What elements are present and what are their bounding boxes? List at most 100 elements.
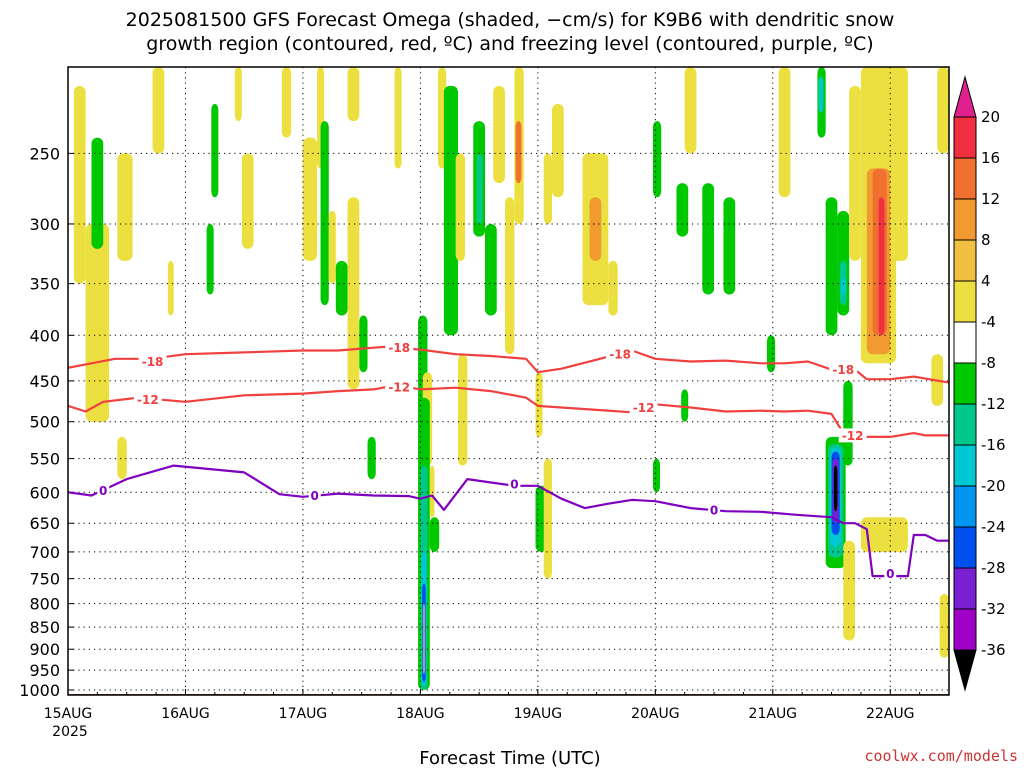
x-tick-label: 21AUG — [749, 706, 798, 722]
contour-label: 0 — [99, 484, 107, 498]
contour-label: -18 — [832, 363, 854, 377]
x-tick-label: 16AUG — [161, 706, 210, 722]
colorbar-tick-label: -16 — [981, 436, 1006, 454]
omega-shade-region — [543, 458, 552, 579]
omega-shade-region — [843, 380, 853, 466]
colorbar-tick-label: -28 — [981, 559, 1006, 577]
colorbar-tick-label: -24 — [981, 518, 1006, 536]
omega-shade-region — [843, 540, 856, 641]
contour-label: 0 — [710, 503, 718, 517]
contour-label: -12 — [842, 429, 864, 443]
contour-line — [68, 464, 949, 578]
omega-shade-region — [234, 67, 242, 122]
y-tick-label: 650 — [29, 514, 60, 533]
omega-shade-region — [890, 67, 908, 261]
omega-shade-region — [335, 260, 348, 316]
contour-label: -12 — [388, 380, 410, 394]
colorbar-box — [953, 403, 977, 446]
contour-label: -12 — [137, 393, 159, 407]
omega-shade-region — [485, 223, 497, 316]
omega-shade-region — [206, 223, 214, 295]
colorbar-tick-label: 8 — [981, 231, 991, 249]
y-tick-label: 700 — [29, 543, 60, 562]
omega-shade-region — [85, 223, 110, 422]
chart-title-line-1: 2025081500 GFS Forecast Omega (shaded, −… — [126, 9, 895, 31]
omega-shade-region — [860, 517, 908, 552]
omega-shade-region — [937, 67, 949, 154]
omega-shade-region — [551, 103, 564, 198]
colorbar-tick-label: -20 — [981, 477, 1006, 495]
contour-label-bg — [708, 502, 721, 517]
omega-shade-region — [455, 153, 466, 261]
contour-label-bg — [385, 379, 414, 394]
colorbar-box — [953, 444, 977, 487]
colorbar-tick-label: -12 — [981, 395, 1006, 413]
x-year-label: 2025 — [52, 724, 88, 740]
contour-label-bg — [829, 362, 858, 377]
colorbar-box — [953, 485, 977, 528]
y-tick-label: 550 — [29, 450, 60, 469]
omega-shade-region — [429, 465, 435, 518]
omega-shade-region — [476, 153, 483, 224]
y-axis-ticks: 250 300 350 400 450 500 550 600 650 700 750 800 850 9… — [19, 144, 60, 700]
omega-shade-region — [302, 137, 318, 261]
colorbar-box — [953, 157, 977, 200]
colorbar-box — [953, 198, 977, 241]
contour-label: -18 — [142, 355, 164, 369]
omega-shade-region — [833, 465, 838, 512]
omega-shade-region — [457, 354, 468, 466]
colorbar-box — [953, 608, 977, 651]
omega-shade-region — [117, 436, 127, 480]
contour-label: 0 — [510, 477, 518, 491]
colorbar-tick-label: 4 — [981, 272, 991, 290]
x-tick-label: 19AUG — [514, 706, 563, 722]
x-tick-label: 18AUG — [396, 706, 445, 722]
omega-shade-region — [117, 153, 133, 261]
omega-shade-region — [422, 603, 426, 675]
omega-shade-region — [702, 183, 715, 295]
colorbar-box — [953, 321, 977, 364]
y-tick-label: 250 — [29, 144, 60, 163]
contour-label-bg — [308, 488, 321, 503]
omega-shade-region — [493, 85, 505, 184]
y-tick-label: 300 — [29, 215, 60, 234]
plot-frame — [67, 66, 950, 696]
omega-shade-region — [766, 335, 776, 373]
y-tick-label: 400 — [29, 326, 60, 345]
contour-label: 0 — [311, 489, 319, 503]
omega-shade-region — [515, 121, 522, 184]
y-tick-label: 900 — [29, 640, 60, 659]
omega-shade-region — [818, 76, 824, 113]
contour-label-bg — [508, 476, 521, 491]
omega-shade-region — [320, 121, 329, 306]
y-tick-label: 750 — [29, 570, 60, 589]
colorbar-box — [953, 280, 977, 323]
x-tick-label: 22AUG — [866, 706, 915, 722]
colorbar-tick-label: 12 — [981, 190, 1000, 208]
colorbar-tick-label: -36 — [981, 641, 1006, 659]
x-axis-ticks: 15AUG 16AUG 17AUG 18AUG 19AUG 20AUG 21AUG 22AUG — [44, 706, 915, 722]
y-tick-label: 950 — [29, 661, 60, 680]
omega-shade-region — [589, 197, 602, 261]
y-tick-label: 600 — [29, 483, 60, 502]
plot-area: -18 -18 -18 -18 -12 -12 -12 -12 0 0 0 0 0 — [67, 66, 950, 696]
y-tick-label: 1000 — [19, 681, 60, 700]
omega-shade-region — [347, 67, 360, 122]
colorbar-box — [953, 116, 977, 159]
omega-shade-region — [681, 389, 689, 422]
omega-shade-region — [504, 197, 515, 355]
colorbar-tick-label: 16 — [981, 149, 1000, 167]
y-tick-label: 350 — [29, 275, 60, 294]
colorbar-box — [953, 526, 977, 569]
omega-shade-region — [849, 85, 861, 261]
omega-shade-region — [723, 197, 736, 295]
contour-label-bg — [138, 354, 167, 369]
omega-shade-region — [608, 260, 618, 316]
omega-shade-region — [825, 197, 838, 336]
colorbar-box — [953, 239, 977, 282]
contour-label-bg — [838, 428, 867, 443]
colorbar: 20 16 12 8 4 -4 -8 -12 -16 -20 -24 -28 -32 -36 — [953, 75, 1006, 692]
contour-label: -18 — [388, 341, 410, 355]
colorbar-tick-label: -32 — [981, 600, 1006, 618]
y-tick-label: 450 — [29, 372, 60, 391]
